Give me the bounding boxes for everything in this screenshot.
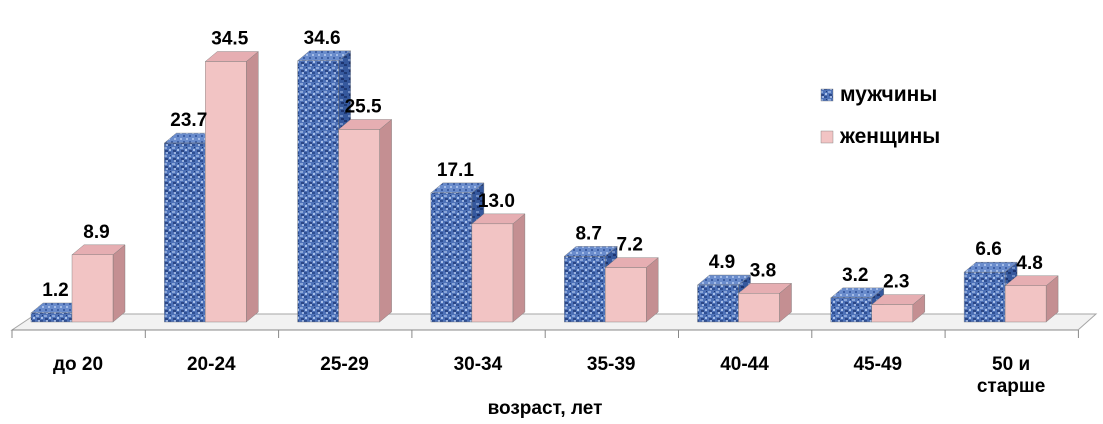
data-label: 6.6 (975, 239, 1001, 260)
bar-women-5 (737, 282, 793, 323)
bar-front (564, 256, 606, 323)
data-label: 34.5 (211, 29, 248, 50)
legend-swatch-men (820, 88, 834, 102)
legend-swatch-women (820, 130, 834, 144)
bar-front (738, 293, 780, 323)
data-label: 3.8 (750, 260, 776, 281)
bar-front (164, 142, 206, 323)
bar-women-0 (71, 244, 126, 323)
bar-side (512, 213, 526, 323)
x-axis-title: возраст, лет (488, 398, 603, 419)
data-label: 17.1 (437, 160, 474, 181)
value-labels: 1.2 8.9 23.7 34.5 34.6 25.5 17.113.0 8.7 7.2 4.9 3… (42, 28, 1043, 301)
data-label: 4.8 (1016, 253, 1042, 274)
bar-front (471, 223, 514, 323)
bar-group (30, 50, 1059, 323)
bar-front (697, 284, 739, 323)
legend: мужчины женщины (820, 83, 940, 148)
data-label: 34.6 (304, 28, 341, 49)
legend-label-women: женщины (839, 125, 940, 148)
data-label: 4.9 (709, 252, 735, 273)
bar-front (430, 192, 473, 323)
bar-women-4 (604, 257, 659, 323)
bar-front (338, 129, 380, 323)
category-label: до 20 (53, 354, 103, 375)
data-label: 23.7 (170, 110, 207, 131)
bar-side (246, 51, 259, 323)
category-label: 30-34 (454, 354, 503, 375)
bar-women-6 (871, 294, 926, 323)
bar-front (30, 312, 73, 323)
bar-front (871, 304, 913, 323)
bar-front (71, 254, 114, 323)
category-label: 40-44 (720, 354, 769, 375)
category-label: 25-29 (320, 354, 369, 375)
bar-side (112, 244, 126, 323)
category-label: 45-49 (853, 354, 902, 375)
bar-women-7 (1004, 275, 1059, 323)
category-label: старше (977, 376, 1045, 397)
data-label: 13.0 (478, 191, 515, 212)
data-label: 3.2 (842, 265, 868, 286)
bar-side (379, 119, 392, 323)
bar-women-2 (338, 119, 393, 323)
data-label: 7.2 (616, 235, 642, 256)
data-label: 1.2 (42, 280, 68, 301)
bar-front (830, 297, 872, 323)
data-label: 25.5 (345, 96, 382, 117)
category-label: 35-39 (587, 354, 636, 375)
bar-women-1 (204, 51, 259, 323)
bar-front (963, 271, 1006, 323)
category-label: 50 и (992, 354, 1030, 375)
bar-side (646, 257, 659, 323)
bar-front (605, 267, 647, 323)
data-label: 8.7 (575, 223, 601, 244)
bar-women-3 (471, 213, 526, 323)
bar-front (1004, 285, 1047, 323)
category-label: 20-24 (187, 354, 236, 375)
data-label: 8.9 (83, 222, 109, 243)
data-label: 2.3 (883, 272, 909, 293)
bar-front (297, 60, 339, 323)
x-axis: до 20 20-24 25-29 30-34 35-39 40-44 45-49 50 ис… (11, 330, 1079, 397)
bar-front (205, 61, 247, 323)
legend-label-men: мужчины (840, 83, 937, 106)
